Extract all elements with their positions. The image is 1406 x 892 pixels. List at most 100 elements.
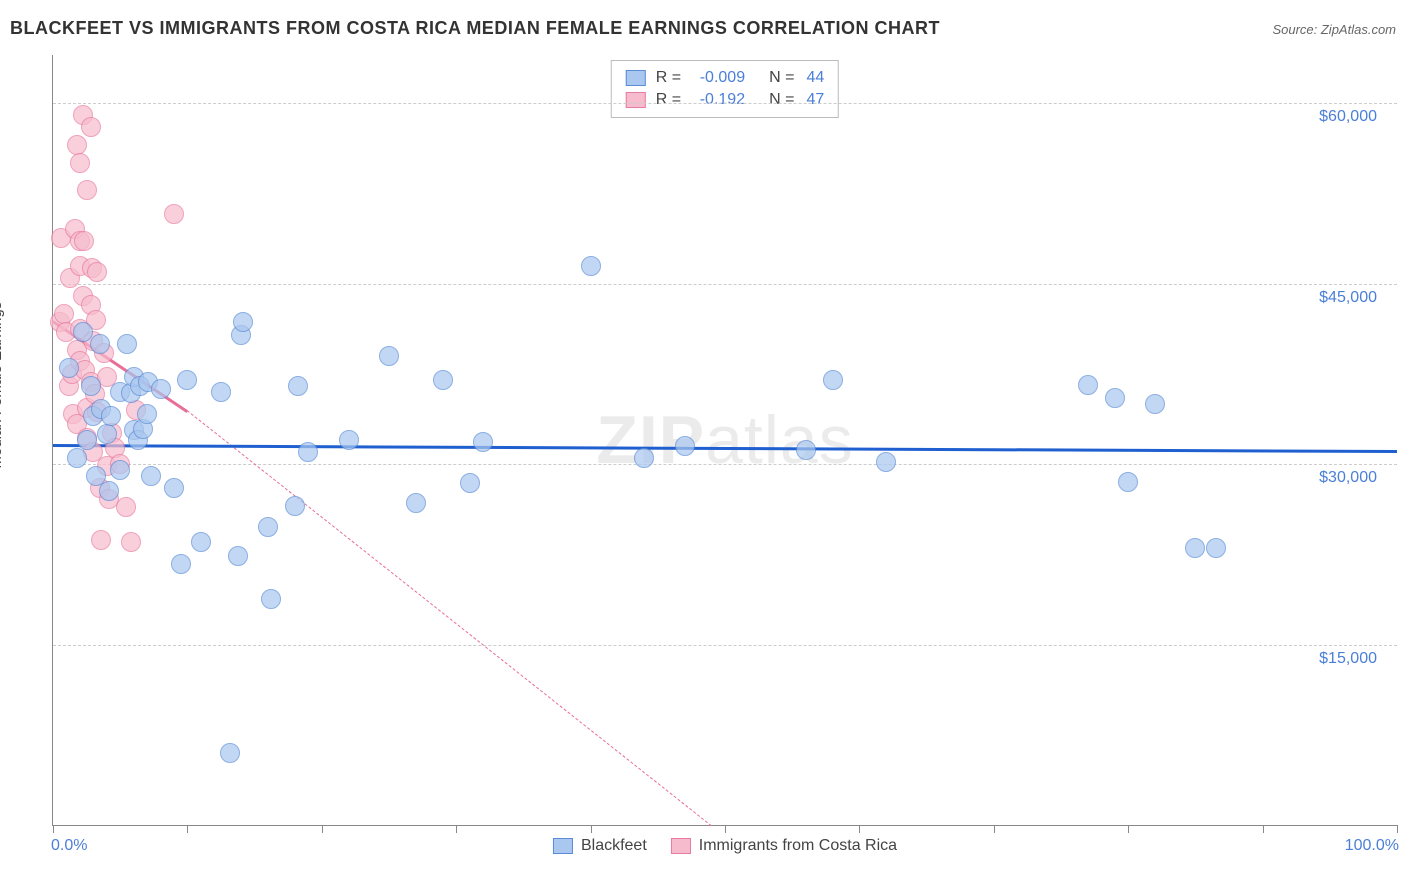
legend-bottom: Blackfeet Immigrants from Costa Rica — [553, 837, 897, 855]
point-series1 — [177, 370, 197, 390]
point-series1 — [473, 432, 493, 452]
legend-top-row: R = -0.009 N = 44 — [626, 67, 824, 89]
watermark-atlas: atlas — [705, 402, 854, 478]
legend-top-row: R =-0.192N =47 — [626, 89, 824, 111]
point-series1 — [823, 370, 843, 390]
point-series1 — [81, 376, 101, 396]
x-end-label: 100.0% — [1345, 837, 1399, 855]
source-label: Source: ZipAtlas.com — [1272, 22, 1396, 37]
point-series1 — [233, 312, 253, 332]
gridline — [53, 103, 1397, 104]
point-series2 — [54, 304, 74, 324]
x-start-label: 0.0% — [51, 837, 87, 855]
point-series1 — [117, 334, 137, 354]
point-series1 — [796, 440, 816, 460]
point-series1 — [73, 322, 93, 342]
point-series1 — [77, 430, 97, 450]
point-series1 — [876, 452, 896, 472]
legend-bottom-item: Blackfeet — [553, 837, 647, 855]
legend-swatch — [553, 838, 573, 854]
point-series1 — [137, 404, 157, 424]
point-series1 — [141, 466, 161, 486]
point-series1 — [379, 346, 399, 366]
legend-swatch — [671, 838, 691, 854]
plot-area: ZIPatlas R =-0.009N =44R =-0.192N =47 Bl… — [52, 55, 1397, 826]
legend-n-value: 47 — [806, 89, 824, 111]
legend-r-value: -0.009 — [693, 67, 745, 89]
point-series1 — [406, 493, 426, 513]
point-series2 — [87, 262, 107, 282]
chart-title: BLACKFEET VS IMMIGRANTS FROM COSTA RICA … — [10, 18, 940, 39]
point-series1 — [191, 532, 211, 552]
point-series1 — [288, 376, 308, 396]
point-series1 — [164, 478, 184, 498]
point-series1 — [339, 430, 359, 450]
point-series1 — [285, 496, 305, 516]
point-series1 — [261, 589, 281, 609]
point-series1 — [634, 448, 654, 468]
y-tick-label: $45,000 — [1319, 289, 1377, 307]
x-tick — [456, 825, 457, 833]
x-tick — [53, 825, 54, 833]
y-tick-label: $30,000 — [1319, 469, 1377, 487]
point-series2 — [67, 135, 87, 155]
point-series2 — [81, 117, 101, 137]
point-series1 — [675, 436, 695, 456]
legend-top: R = -0.009 N = 44R = -0.192 N = 47 — [611, 60, 839, 118]
legend-n-value: 44 — [806, 67, 824, 89]
trend-line — [187, 410, 712, 826]
y-axis-label: Median Female Earnings — [0, 302, 5, 469]
point-series1 — [1078, 375, 1098, 395]
legend-r-value: -0.192 — [693, 89, 745, 111]
point-series1 — [211, 382, 231, 402]
point-series1 — [220, 743, 240, 763]
trend-line — [53, 444, 1397, 453]
legend-n-label: N = — [769, 89, 794, 111]
x-tick — [322, 825, 323, 833]
x-tick — [859, 825, 860, 833]
legend-n-label: N = — [769, 67, 794, 89]
point-series1 — [90, 334, 110, 354]
point-series2 — [116, 497, 136, 517]
legend-swatch — [626, 92, 646, 108]
legend-label: Immigrants from Costa Rica — [699, 837, 897, 855]
point-series1 — [460, 473, 480, 493]
point-series1 — [99, 481, 119, 501]
point-series1 — [433, 370, 453, 390]
point-series1 — [59, 358, 79, 378]
gridline — [53, 284, 1397, 285]
point-series1 — [110, 460, 130, 480]
legend-label: Blackfeet — [581, 837, 647, 855]
chart-container: Median Female Earnings ZIPatlas R =-0.00… — [10, 55, 1396, 865]
x-tick — [994, 825, 995, 833]
gridline — [53, 645, 1397, 646]
x-tick — [1263, 825, 1264, 833]
legend-r-label: R = — [656, 67, 681, 89]
legend-swatch — [626, 70, 646, 86]
point-series2 — [70, 153, 90, 173]
point-series1 — [1185, 538, 1205, 558]
point-series1 — [298, 442, 318, 462]
watermark: ZIPatlas — [596, 401, 853, 479]
point-series2 — [164, 204, 184, 224]
x-tick — [1128, 825, 1129, 833]
y-tick-label: $15,000 — [1319, 650, 1377, 668]
point-series1 — [171, 554, 191, 574]
point-series1 — [1145, 394, 1165, 414]
point-series2 — [121, 532, 141, 552]
x-tick — [725, 825, 726, 833]
x-tick — [591, 825, 592, 833]
x-tick — [187, 825, 188, 833]
x-tick — [1397, 825, 1398, 833]
point-series1 — [581, 256, 601, 276]
point-series2 — [74, 231, 94, 251]
legend-bottom-item: Immigrants from Costa Rica — [671, 837, 897, 855]
point-series1 — [97, 424, 117, 444]
point-series1 — [1105, 388, 1125, 408]
point-series1 — [101, 406, 121, 426]
point-series1 — [151, 379, 171, 399]
point-series2 — [91, 530, 111, 550]
point-series1 — [67, 448, 87, 468]
point-series1 — [228, 546, 248, 566]
y-tick-label: $60,000 — [1319, 108, 1377, 126]
